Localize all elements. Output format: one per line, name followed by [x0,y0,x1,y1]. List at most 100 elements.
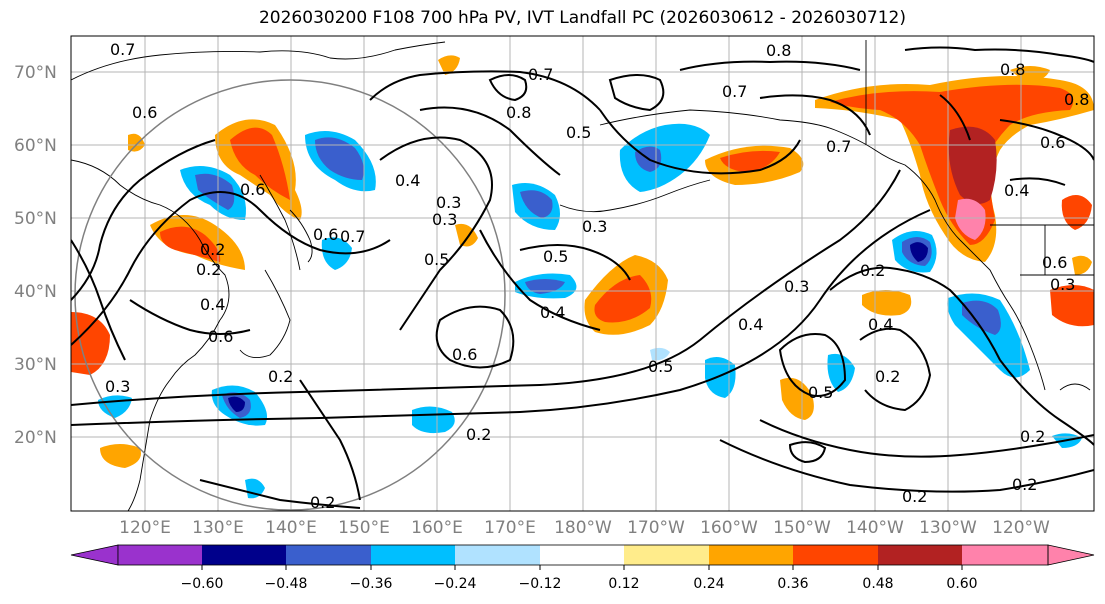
lat-label: 50°N [14,209,57,229]
contour-label: 0.4 [738,315,763,334]
negative-anomaly-area [619,123,710,192]
colorbar-segment [624,545,709,565]
colorbar-tick-label: −0.48 [265,576,308,592]
lon-label: 150°E [338,518,390,538]
positive-anomaly-core [230,127,290,200]
contour-label: 0.2 [196,260,221,279]
contour-label: 0.3 [105,377,130,396]
contour-label: 0.4 [1004,181,1029,200]
pv-contours [71,46,1094,509]
contour-label: 0.4 [868,315,893,334]
colorbar-segment [202,545,286,565]
contour-label: 0.2 [875,367,900,386]
negative-anomaly-area [827,353,855,392]
colorbar-extend-max [1047,544,1095,566]
colorbar-tick-label: 0.24 [693,576,724,592]
colorbar-tick-label: −0.12 [519,576,562,592]
map-title: 2026030200 F108 700 hPa PV, IVT Landfall… [258,8,906,28]
colorbar-tick-label: 0.60 [946,576,977,592]
positive-anomaly-area [1061,195,1092,230]
positive-anomaly-area [128,133,145,152]
contour-label: 0.5 [808,383,833,402]
contour-label: 0.7 [826,137,851,156]
contour-label: 0.2 [466,425,491,444]
colorbar-segment [118,545,202,565]
negative-anomaly-area [650,347,670,361]
contour-label: 0.2 [860,261,885,280]
lon-label: 160°W [700,518,758,538]
contour-label: 0.6 [132,103,157,122]
contour-label: 0.4 [540,303,565,322]
contour-labels: 0.7 0.6 0.6 0.3 0.6 0.8 0.7 0.5 0.8 0.7 … [105,40,1089,512]
colorbar-segment [371,545,455,565]
colorbar-extend-min [70,544,119,566]
contour-label: 0.3 [432,210,457,229]
contour-label: 0.2 [1012,475,1037,494]
positive-anomaly-peak [955,198,986,240]
colorbar: −0.60 −0.48 −0.36 −0.24 −0.12 0.12 0.24 … [70,544,1095,592]
positive-anomaly-area [438,55,460,75]
positive-anomaly-area [1072,255,1092,275]
contour-label: 0.3 [436,193,461,212]
longitude-labels: 120°E 130°E 140°E 150°E 160°E 170°E 180°… [119,518,1050,538]
contour-label: 0.3 [1050,275,1075,294]
positive-anomaly-core2 [948,126,997,204]
latitude-labels: 70°N 60°N 50°N 40°N 30°N 20°N [14,63,57,448]
lat-label: 70°N [14,63,57,83]
negative-anomaly-area [412,406,455,434]
positive-anomaly-core [160,226,221,262]
contour-label: 0.5 [648,357,673,376]
contour-label: 0.3 [784,277,809,296]
contour-label: 0.7 [722,82,747,101]
colorbar-tick-label: −0.60 [181,576,224,592]
contour-label: 0.6 [313,225,338,244]
lon-label: 170°W [627,518,685,538]
positive-anomaly-area [1050,285,1094,327]
lon-label: 160°E [411,518,463,538]
colorbar-segment [962,545,1048,565]
positive-anomaly-core [594,275,652,323]
lat-label: 30°N [14,355,57,375]
colorbar-tick-label: 0.36 [777,576,808,592]
contour-label: 0.2 [268,367,293,386]
contour-label: 0.6 [452,345,477,364]
colorbar-tick-label: −0.36 [350,576,393,592]
contour-label: 0.3 [582,217,607,236]
contour-label: 0.5 [566,123,591,142]
lon-label: 140°W [846,518,904,538]
lon-label: 140°E [265,518,317,538]
lon-label: 120°E [119,518,171,538]
contour-label: 0.4 [200,295,225,314]
contour-label: 0.8 [766,41,791,60]
contour-label: 0.6 [240,180,265,199]
contour-label: 0.6 [208,327,233,346]
positive-anomaly-core [720,150,780,172]
colorbar-segment [286,545,371,565]
contour-label: 0.7 [110,40,135,59]
lon-label: 120°W [992,518,1050,538]
colorbar-segment [455,545,540,565]
colorbar-tick-label: 0.48 [862,576,893,592]
colorbar-tick-label: −0.24 [434,576,477,592]
positive-anomaly-area [862,290,912,316]
lat-label: 40°N [14,282,57,302]
contour-label: 0.2 [902,487,927,506]
positive-anomaly-area [1010,66,1050,82]
colorbar-segment [709,545,793,565]
negative-anomaly-core [315,137,364,180]
coastlines [71,40,1094,511]
contour-label: 0.4 [395,171,420,190]
positive-anomaly-area [780,377,814,420]
contour-label: 0.8 [1000,60,1025,79]
colorbar-tick-label: 0.12 [608,576,639,592]
contour-label: 0.7 [340,227,365,246]
negative-anomaly-core [962,300,1001,335]
negative-anomaly-peak [910,242,928,262]
contour-label: 0.2 [200,240,225,259]
contour-label: 0.6 [1042,253,1067,272]
lat-label: 60°N [14,136,57,156]
contour-label: 0.2 [310,493,335,512]
lon-label: 130°E [192,518,244,538]
positive-anomaly-area [100,444,141,468]
